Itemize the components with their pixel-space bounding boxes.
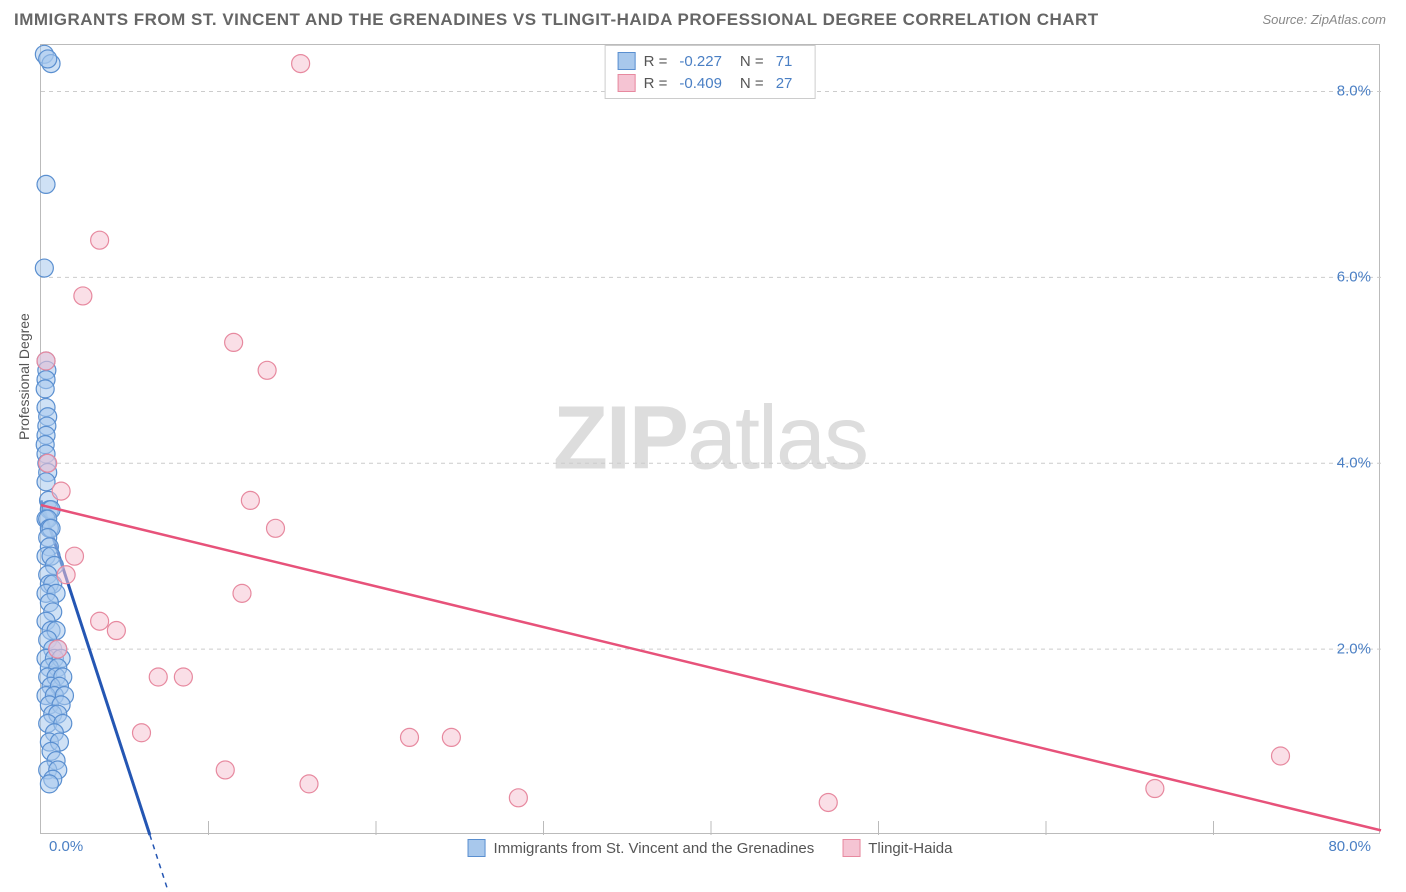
- y-tick-label: 4.0%: [1337, 455, 1371, 472]
- series-legend-label: Tlingit-Haida: [868, 840, 952, 857]
- y-axis-label: Professional Degree: [16, 313, 32, 440]
- legend-r-label: R =: [644, 53, 668, 70]
- y-tick-label: 6.0%: [1337, 269, 1371, 286]
- chart-title: IMMIGRANTS FROM ST. VINCENT AND THE GREN…: [14, 10, 1099, 30]
- legend-r-label: R =: [644, 75, 668, 92]
- legend-n-value: 71: [776, 53, 793, 70]
- correlation-legend: R = -0.227 N = 71 R = -0.409 N = 27: [605, 45, 816, 99]
- legend-n-label: N =: [740, 75, 764, 92]
- correlation-legend-row: R = -0.227 N = 71: [618, 50, 803, 72]
- legend-swatch: [842, 839, 860, 857]
- plot-svg: [41, 45, 1379, 833]
- y-tick-label: 8.0%: [1337, 83, 1371, 100]
- series-legend-item: Immigrants from St. Vincent and the Gren…: [468, 839, 815, 857]
- legend-n-value: 27: [776, 75, 793, 92]
- correlation-legend-row: R = -0.409 N = 27: [618, 72, 803, 94]
- source-label: Source: ZipAtlas.com: [1262, 12, 1386, 27]
- series-legend-item: Tlingit-Haida: [842, 839, 952, 857]
- series-legend: Immigrants from St. Vincent and the Gren…: [468, 839, 953, 857]
- series-legend-label: Immigrants from St. Vincent and the Gren…: [494, 840, 815, 857]
- legend-swatch: [618, 74, 636, 92]
- x-tick-min: 0.0%: [49, 838, 83, 855]
- legend-r-value: -0.409: [679, 75, 722, 92]
- legend-r-value: -0.227: [679, 53, 722, 70]
- y-tick-label: 2.0%: [1337, 641, 1371, 658]
- legend-n-label: N =: [740, 53, 764, 70]
- chart-area: ZIPatlas R = -0.227 N = 71 R = -0.409 N …: [40, 44, 1380, 834]
- x-tick-max: 80.0%: [1328, 838, 1371, 855]
- legend-swatch: [618, 52, 636, 70]
- legend-swatch: [468, 839, 486, 857]
